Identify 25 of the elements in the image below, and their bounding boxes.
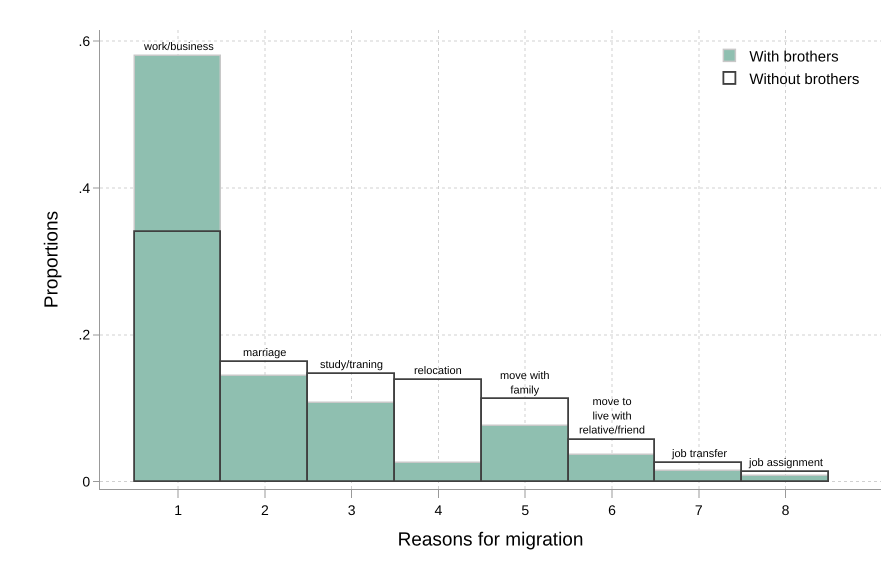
- x-tick-label: 4: [434, 502, 443, 518]
- annotation: move with family: [500, 370, 550, 396]
- annotation: job assignment: [748, 457, 823, 469]
- annotation: marriage: [243, 347, 286, 359]
- annotation: relocation: [414, 365, 462, 377]
- y-tick-label: .2: [78, 326, 90, 343]
- x-tick-label: 8: [782, 502, 790, 518]
- y-tick-label: .4: [78, 180, 90, 196]
- x-axis-title: Reasons for migration: [398, 530, 584, 551]
- y-tick-label: .6: [78, 32, 90, 49]
- x-tick-label: 3: [348, 502, 356, 518]
- bar: [306, 402, 395, 482]
- y-axis-title: Proportions: [41, 210, 62, 308]
- y-tick-label: 0: [82, 474, 90, 490]
- annotation: job transfer: [671, 448, 728, 460]
- legend-label: Without brothers: [749, 70, 860, 88]
- x-tick-label: 6: [608, 502, 616, 518]
- x-tick-label: 2: [260, 502, 269, 518]
- x-tick-label: 1: [174, 502, 182, 518]
- x-tick-label: 5: [521, 502, 530, 518]
- annotation: study/traning: [320, 359, 383, 371]
- annotation: work/business: [143, 41, 214, 53]
- annotation: move to live with relative/friend: [579, 396, 646, 437]
- x-tick-label: 7: [694, 502, 703, 518]
- legend-label: With brothers: [749, 48, 839, 66]
